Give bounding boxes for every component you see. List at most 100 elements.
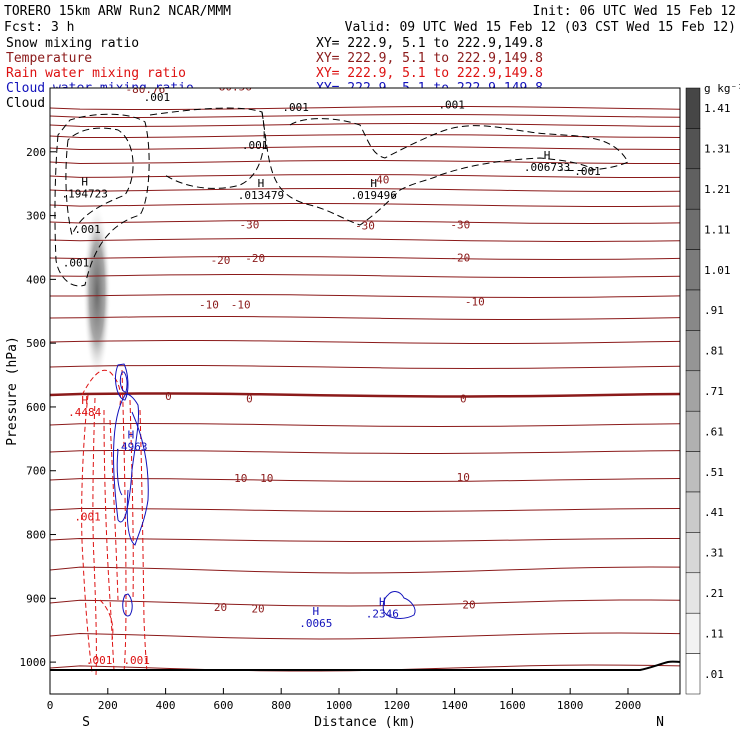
temperature-label: -20	[245, 252, 265, 265]
y-tick-label: 900	[26, 592, 46, 605]
temperature-contour	[50, 122, 680, 128]
legend-entry: Temperature	[6, 51, 92, 66]
cloud-water-max-mark: H	[313, 605, 320, 618]
snow-max-value: .194723	[61, 188, 107, 201]
cloud-water-max-value: .2346	[366, 607, 399, 620]
temperature-label: -40	[370, 174, 390, 187]
temperature-contour	[50, 145, 680, 151]
colorbar-tick-label: .81	[704, 345, 724, 358]
x-tick-label: 0	[47, 699, 54, 712]
rain-label: .001	[74, 510, 101, 523]
y-tick-label: 300	[26, 210, 46, 223]
y-tick-label: 200	[26, 146, 46, 159]
temperature-contour	[50, 106, 680, 110]
temperature-contour	[50, 422, 680, 428]
freezing-level-contour	[50, 392, 680, 398]
temperature-contour	[50, 293, 680, 299]
snow-label: .001	[438, 98, 465, 111]
y-axis-label: Pressure (hPa)	[5, 336, 20, 446]
temperature-contour	[50, 316, 680, 320]
x-tick-label: 800	[271, 699, 291, 712]
cloud-water-max-mark: H	[128, 428, 135, 441]
cloud-water-max-value: .4963	[114, 440, 147, 453]
header-block: TORERO 15km ARW Run2 NCAR/MMM Init: 06 U…	[4, 4, 736, 35]
legend-cross-section: XY= 222.9, 5.1 to 222.9,149.8	[316, 36, 543, 51]
temperature-label: -20	[450, 252, 470, 265]
plot-background	[50, 88, 680, 694]
temperature-contour	[50, 537, 680, 542]
temperature-label: 20	[251, 602, 264, 615]
cloud-ice-shading	[83, 204, 111, 380]
legend-entry: Snow mixing ratio	[6, 36, 139, 51]
cloud-water-max-value: .0065	[299, 617, 332, 630]
colorbar-tick-label: 1.21	[704, 183, 731, 196]
colorbar-swatch	[685, 168, 701, 210]
snow-label: .001	[144, 91, 171, 104]
legend-cross-section: XY= 222.9, 5.1 to 222.9,149.8	[316, 51, 543, 66]
temperature-contour	[50, 188, 680, 192]
colorbar-swatch	[685, 451, 701, 493]
y-tick-label: 800	[26, 529, 46, 542]
valid-time: Valid: 09 UTC Wed 15 Feb 12 (03 CST Wed …	[345, 20, 736, 35]
plot-area: -80.76 -80.56-40-30 -30 -30-20 -20 -20-10 -10-…	[5, 81, 681, 730]
y-tick-label: 1000	[20, 656, 47, 669]
colorbar-tick-label: .21	[704, 587, 724, 600]
legend-cross-section: XY= 222.9, 5.1 to 222.9,149.8	[316, 66, 543, 81]
temperature-label: 0	[460, 392, 467, 405]
x-tick-label: 1800	[557, 699, 584, 712]
y-tick-label: 700	[26, 465, 46, 478]
x-tick-label: 600	[213, 699, 233, 712]
temperature-contour	[50, 340, 680, 344]
snow-max-mark: H	[258, 177, 265, 190]
forecast-hour: Fcst: 3 h	[4, 20, 74, 35]
temperature-contour	[50, 203, 680, 207]
temperature-label: -10	[231, 299, 251, 312]
snow-max-mark: H	[544, 149, 551, 162]
colorbar-unit: g kg⁻¹	[704, 82, 740, 95]
snow-label: .001	[63, 257, 90, 270]
cloud-water-contours	[113, 363, 416, 619]
temperature-label: -80.56	[212, 81, 252, 94]
x-tick-label: 2000	[615, 699, 642, 712]
snow-label: .001	[242, 139, 269, 152]
colorbar-tick-label: 1.11	[704, 223, 731, 236]
colorbar-swatch	[685, 532, 701, 574]
colorbar-swatch	[685, 330, 701, 372]
x-tick-label: 200	[98, 699, 118, 712]
colorbar-swatch	[685, 249, 701, 291]
init-time: Init: 06 UTC Wed 15 Feb 12	[533, 4, 737, 19]
temperature-label: -20	[211, 254, 231, 267]
temperature-contour	[50, 365, 680, 370]
temperature-contour	[50, 566, 680, 574]
temperature-label: 0	[246, 392, 253, 405]
temperature-label: -30	[450, 218, 470, 231]
temperature-label: 10	[457, 471, 470, 484]
colorbar-swatch	[685, 289, 701, 331]
rain-label: .001	[86, 654, 113, 667]
rain-label: .001	[123, 654, 150, 667]
colorbar-tick-label: .01	[704, 668, 724, 681]
contour-labels: -80.76 -80.56-40-30 -30 -30-20 -20 -20-10 -10-…	[61, 81, 601, 667]
temperature-label: -80.76	[125, 83, 165, 96]
x-axis-label: Distance (km)	[314, 715, 416, 730]
cloud-water-max-mark: H	[379, 595, 386, 608]
temperature-label: -30	[239, 218, 259, 231]
temperature-label: 20	[462, 599, 475, 612]
colorbar-tick-label: .41	[704, 506, 724, 519]
colorbar-tick-label: .91	[704, 304, 724, 317]
temperature-contour	[50, 508, 680, 512]
colorbar-swatch	[685, 410, 701, 452]
rain-contours	[81, 369, 148, 676]
snow-label: .001	[574, 165, 601, 178]
temperature-label: 20	[214, 601, 227, 614]
colorbar-swatch	[685, 208, 701, 250]
colorbar: 1.41 1.31 1.21 1.11 1.01 .91 .81 .71 .61 .51 .41 .3…	[685, 82, 740, 695]
y-tick-label: 600	[26, 401, 46, 414]
snow-label: .001	[282, 101, 309, 114]
colorbar-swatch	[685, 653, 701, 695]
x-tick-label: 1000	[326, 699, 353, 712]
snow-label: .001	[74, 223, 101, 236]
temperature-contour	[50, 697, 680, 703]
temperature-contour	[50, 477, 680, 483]
